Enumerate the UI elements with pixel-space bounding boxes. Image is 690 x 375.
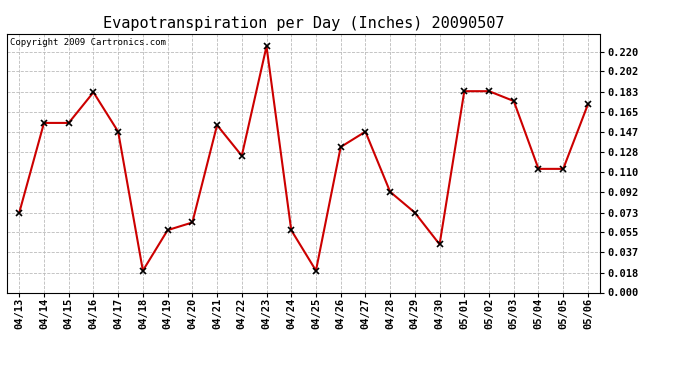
Text: Copyright 2009 Cartronics.com: Copyright 2009 Cartronics.com (10, 38, 166, 46)
Title: Evapotranspiration per Day (Inches) 20090507: Evapotranspiration per Day (Inches) 2009… (103, 16, 504, 31)
